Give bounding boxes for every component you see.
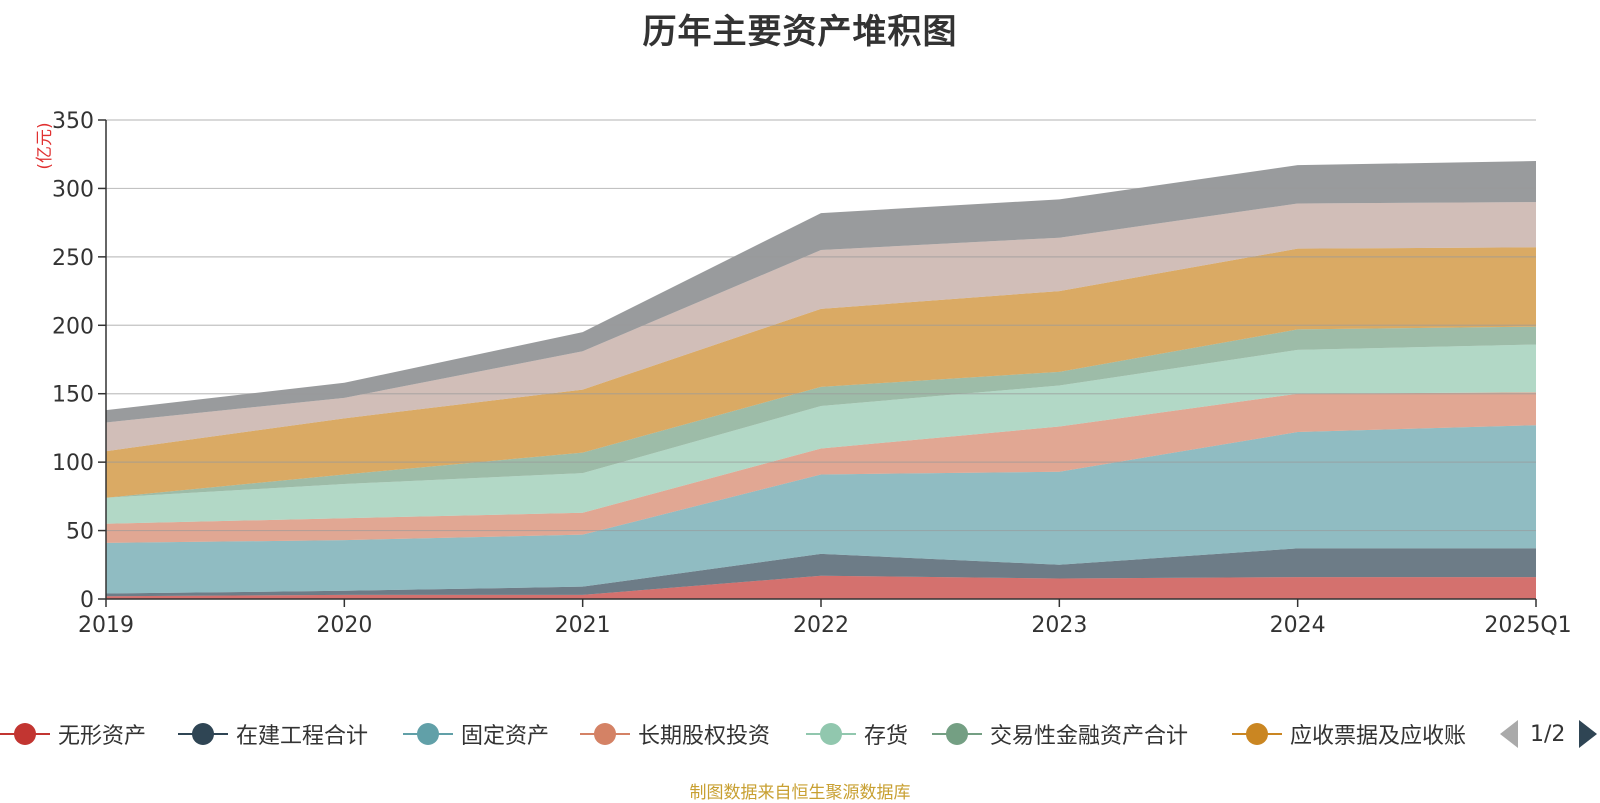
- area-series-4: [106, 392, 1536, 543]
- legend-label: 应收票据及应收账: [1290, 724, 1467, 749]
- y-tick-label: 200: [52, 314, 94, 339]
- x-tick-label: 2022: [793, 613, 849, 638]
- legend-item-2[interactable]: 在建工程合计: [178, 716, 368, 752]
- legend-marker-icon: [580, 716, 630, 752]
- legend-page-indicator: 1/2: [1530, 721, 1566, 747]
- area-series-3: [106, 425, 1536, 594]
- legend-marker-icon: [932, 716, 982, 752]
- legend-prev-page-icon[interactable]: [1500, 720, 1518, 748]
- legend-label: 在建工程合计: [236, 724, 369, 749]
- legend: 无形资产 在建工程合计 固定资产 长期股权投资 存货 交易性金融资产合计 应收票据及应收账: [0, 716, 1600, 756]
- area-series-5: [106, 344, 1536, 524]
- area-series-8: [106, 202, 1536, 452]
- legend-marker-icon: [806, 716, 856, 752]
- y-tick-label: 250: [52, 246, 94, 271]
- area-series-2: [106, 548, 1536, 597]
- legend-next-page-icon[interactable]: [1579, 720, 1598, 748]
- legend-label: 长期股权投资: [638, 724, 771, 749]
- area-series-7: [106, 247, 1536, 498]
- y-tick-label: 150: [52, 383, 94, 408]
- legend-label: 交易性金融资产合计: [990, 724, 1189, 749]
- legend-pager: 1/2: [1500, 716, 1598, 752]
- legend-item-3[interactable]: 固定资产: [403, 716, 549, 752]
- x-tick-label: 2019: [78, 613, 134, 638]
- legend-marker-icon: [1232, 716, 1282, 752]
- legend-item-6[interactable]: 交易性金融资产合计: [932, 716, 1188, 752]
- legend-item-7[interactable]: 应收票据及应收账: [1232, 716, 1466, 752]
- area-series-9: [106, 161, 1536, 423]
- x-tick-label: 2021: [555, 613, 611, 638]
- legend-marker-icon: [178, 716, 228, 752]
- chart-title: 历年主要资产堆积图: [642, 12, 958, 52]
- y-tick-label: 300: [52, 177, 94, 202]
- x-tick-label: 2020: [316, 613, 372, 638]
- legend-item-5[interactable]: 存货: [806, 716, 908, 752]
- legend-marker-icon: [0, 716, 50, 752]
- legend-label: 存货: [864, 724, 909, 749]
- y-tick-label: 100: [52, 451, 94, 476]
- legend-marker-icon: [403, 716, 453, 752]
- stacked-area-chart: 0 50 100 150 200 250 300 350 2019 2020 2021 2022 202…: [35, 109, 1572, 638]
- x-tick-label: 2023: [1031, 613, 1087, 638]
- y-axis-unit-label: (亿元): [35, 122, 55, 169]
- y-tick-label: 50: [66, 520, 94, 545]
- x-tick-label: 2025Q1: [1484, 613, 1571, 638]
- legend-label: 固定资产: [461, 724, 550, 749]
- legend-item-1[interactable]: 无形资产: [0, 716, 146, 752]
- legend-item-4[interactable]: 长期股权投资: [580, 716, 770, 752]
- legend-label: 无形资产: [58, 724, 147, 749]
- area-series-1: [106, 575, 1536, 599]
- area-series-6: [106, 326, 1536, 498]
- y-tick-label: 0: [80, 588, 94, 613]
- data-source-note: 制图数据来自恒生聚源数据库: [689, 783, 911, 803]
- x-tick-label: 2024: [1270, 613, 1326, 638]
- y-tick-label: 350: [52, 109, 94, 134]
